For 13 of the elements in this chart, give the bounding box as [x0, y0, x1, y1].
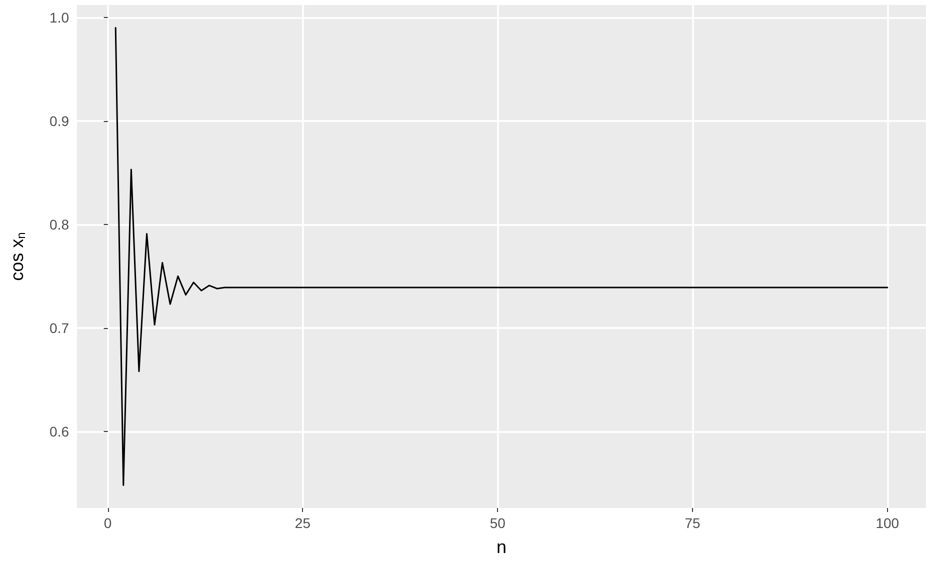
- y-tick-label: 1.0: [50, 9, 70, 26]
- y-tick-label: 0.8: [50, 216, 70, 232]
- y-tick-label: 0.7: [50, 320, 70, 336]
- x-tick-label: 50: [490, 515, 506, 531]
- x-axis-title: n: [496, 537, 507, 557]
- y-axis-title: cos xn: [7, 232, 28, 281]
- x-tick-label: 0: [104, 515, 112, 531]
- x-tick-label: 25: [294, 515, 311, 531]
- x-tick-label: 100: [876, 515, 900, 531]
- y-tick-label: 0.9: [50, 112, 70, 129]
- x-tick-label: 75: [684, 515, 701, 531]
- line-series: [114, 27, 888, 486]
- y-tick-label: 0.6: [50, 423, 70, 440]
